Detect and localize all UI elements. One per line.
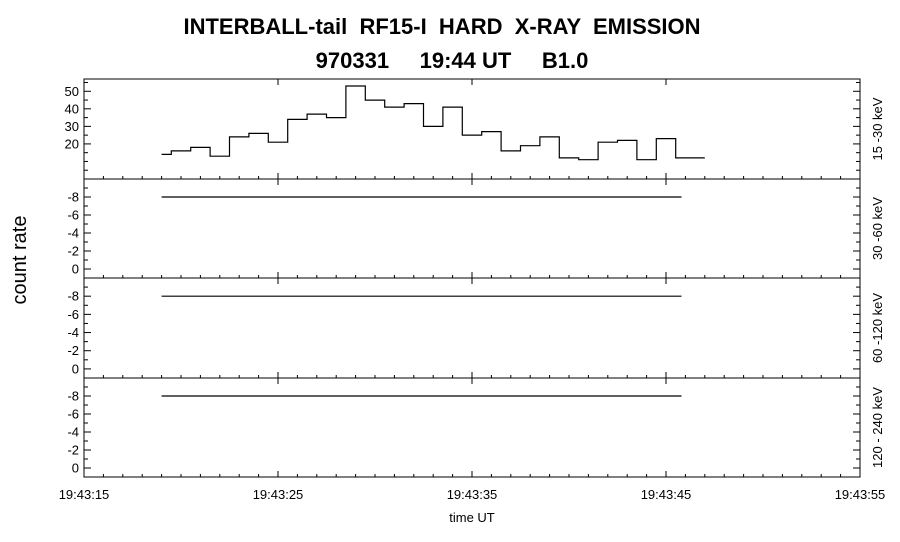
y-tick-label: 20: [65, 136, 79, 151]
panel-energy-label: 15 -30 keV: [870, 97, 885, 160]
y-tick-label: 0: [72, 262, 79, 277]
y-tick-label: -4: [67, 325, 79, 340]
chart-title-line1: INTERBALL-tail RF15-I HARD X-RAY EMISSIO…: [183, 14, 700, 39]
panel-energy-label: 30 -60 keV: [870, 197, 885, 260]
panel-frame: [83, 377, 861, 478]
y-tick-label: -8: [67, 389, 79, 404]
y-tick-label: 0: [72, 461, 79, 476]
panel-frame: [83, 178, 861, 279]
y-tick-label: -4: [67, 425, 79, 440]
y-tick-label: 30: [65, 119, 79, 134]
x-tick-label: 19:43:55: [835, 487, 886, 502]
panel-energy-label: 60 -120 keV: [870, 293, 885, 363]
x-tick-label: 19:43:45: [641, 487, 692, 502]
y-tick-label: 50: [65, 84, 79, 99]
panel-frame: [83, 277, 861, 379]
panel-2: 0 -2 -4 -6 -8 30 -60 keV: [67, 178, 885, 279]
y-tick-label: -2: [67, 443, 79, 458]
y-tick-label: -6: [67, 407, 79, 422]
panel-3: 0 -2 -4 -6 -8 60 -120 keV: [67, 277, 885, 379]
y-tick-label: -6: [67, 208, 79, 223]
x-tick-label: 19:43:25: [253, 487, 304, 502]
y-tick-label: -6: [67, 307, 79, 322]
panel-energy-label: 120 - 240 keV: [870, 387, 885, 468]
y-tick-label: 40: [65, 101, 79, 116]
panel-frame: [83, 78, 861, 180]
y-tick-label: -2: [67, 343, 79, 358]
x-axis-label: time UT: [449, 510, 495, 525]
x-tick-label: 19:43:35: [447, 487, 498, 502]
y-axis-label: count rate: [9, 216, 31, 305]
y-tick-label: 0: [72, 361, 79, 376]
series-line: [161, 85, 705, 161]
panel-4: 0 -2 -4 -6 -8 120 - 240 keV: [67, 377, 885, 478]
y-tick-label: -2: [67, 244, 79, 259]
y-tick-label: -8: [67, 289, 79, 304]
panel-1: 20 30 40 50 15 -30 keV: [65, 78, 885, 180]
chart-title-line2: 970331 19:44 UT B1.0: [316, 48, 589, 73]
x-tick-label: 19:43:15: [59, 487, 110, 502]
y-tick-label: -4: [67, 226, 79, 241]
y-tick-label: -8: [67, 190, 79, 205]
